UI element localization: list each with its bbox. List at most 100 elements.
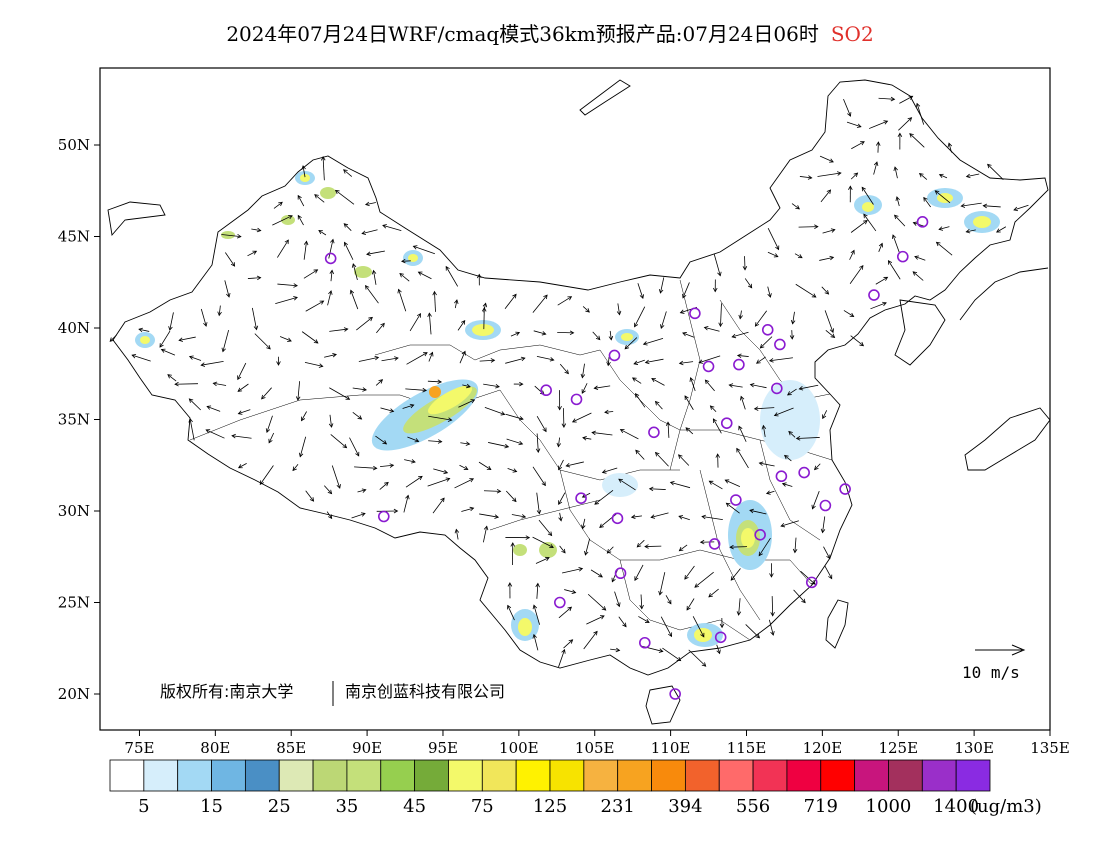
wind-vector	[455, 529, 459, 540]
wind-vector	[407, 436, 419, 442]
wind-vector-head	[265, 428, 271, 434]
wind-vector	[427, 380, 442, 383]
wind-vector-head	[301, 416, 306, 422]
wind-vector	[581, 363, 585, 378]
wind-vector	[205, 429, 225, 439]
wind-vector-head	[678, 546, 684, 552]
wind-vector-head	[717, 271, 722, 277]
wind-vector	[404, 459, 416, 463]
wind-vector	[754, 407, 775, 410]
wind-vector-head	[564, 369, 569, 375]
wind-vector-head	[591, 430, 596, 436]
wind-vector	[428, 313, 432, 335]
wind-vector-field	[109, 95, 1029, 668]
wind-vector	[558, 649, 565, 668]
wind-vector	[655, 452, 669, 467]
wind-vector-head	[510, 542, 515, 547]
wind-vector	[365, 285, 379, 304]
lon-tick-label: 130E	[954, 739, 994, 757]
wind-vector-head	[483, 525, 489, 531]
wind-vector-head	[914, 255, 919, 260]
wind-vector-head	[504, 443, 510, 449]
wind-vector	[357, 489, 366, 493]
wind-scale-label: 10 m/s	[962, 663, 1020, 682]
wind-vector-head	[374, 355, 380, 361]
colorbar-swatch	[414, 759, 449, 792]
city-station-marker	[611, 512, 624, 525]
wind-vector-head	[168, 326, 173, 331]
wind-vector	[351, 513, 366, 519]
wind-vector-head	[594, 500, 599, 505]
wind-vector	[428, 440, 442, 443]
wind-vector	[655, 401, 663, 410]
wind-vector-head	[644, 544, 649, 549]
wind-vector	[586, 615, 605, 625]
wind-vector	[558, 606, 572, 619]
wind-vector	[558, 459, 564, 470]
city-station-marker	[798, 466, 810, 479]
wind-vector	[870, 302, 887, 310]
wind-vector	[632, 377, 642, 384]
wind-vector-head	[987, 163, 992, 169]
wind-vector	[459, 464, 468, 470]
city-station-marker	[819, 499, 832, 512]
colorbar-swatch	[143, 759, 179, 792]
wind-vector-head	[828, 574, 833, 580]
wind-vector	[916, 103, 925, 125]
wind-vector	[458, 399, 475, 408]
wind-vector	[645, 358, 664, 363]
colorbar-swatch	[888, 759, 923, 792]
wind-vector-head	[313, 339, 319, 344]
wind-vector	[259, 465, 274, 485]
colorbar-tick-label: 75	[471, 796, 494, 817]
wind-vector-head	[217, 311, 222, 317]
colorbar-tick-label: 5	[138, 796, 149, 817]
wind-vector	[221, 234, 241, 238]
wind-vector-head	[882, 301, 887, 307]
wind-vector-head	[606, 549, 612, 554]
wind-vector-head	[708, 480, 714, 485]
wind-vector	[559, 363, 569, 374]
wind-vector-head	[761, 424, 767, 430]
wind-vector	[585, 538, 591, 556]
wind-vector	[635, 393, 646, 408]
wind-vector-head	[545, 556, 550, 562]
wind-vector-head	[814, 465, 819, 471]
wind-vector-head	[715, 453, 721, 458]
wind-vector-head	[738, 425, 743, 431]
wind-vector	[266, 415, 273, 433]
wind-vector	[418, 271, 432, 280]
wind-vector-head	[859, 265, 864, 270]
wind-vector-head	[466, 383, 471, 389]
wind-vector	[624, 337, 638, 350]
wind-vector	[297, 381, 301, 401]
wind-vector-head	[357, 415, 363, 420]
wind-vector-head	[445, 265, 450, 271]
wind-vector	[756, 356, 766, 364]
wind-vector	[582, 437, 592, 440]
copyright-holder: 版权所有:南京大学	[160, 682, 293, 701]
wind-vector	[795, 283, 817, 298]
wind-vector-head	[411, 459, 416, 464]
wind-vector-head	[382, 224, 387, 229]
wind-vector	[275, 296, 298, 305]
wind-vector	[484, 406, 505, 415]
wind-vector	[538, 519, 552, 536]
wind-vector	[823, 546, 831, 559]
wind-vector	[237, 362, 247, 380]
wind-vector-head	[611, 577, 616, 583]
wind-vector-head	[567, 606, 573, 612]
wind-vector-head	[297, 194, 302, 200]
colorbar-swatch	[921, 759, 957, 792]
wind-vector	[301, 411, 307, 421]
wind-vector-head	[878, 242, 884, 248]
wind-vector-head	[789, 335, 795, 340]
wind-vector-head	[328, 423, 334, 428]
russia-coast	[959, 267, 1049, 321]
wind-vector-head	[252, 250, 258, 255]
wind-vector	[331, 465, 341, 489]
wind-vector-head	[822, 414, 827, 420]
wind-vector-head	[608, 335, 614, 341]
latitude-axis: 20N 25N 30N 35N 40N 45N 50N	[58, 136, 100, 703]
wind-vector-head	[284, 239, 289, 245]
